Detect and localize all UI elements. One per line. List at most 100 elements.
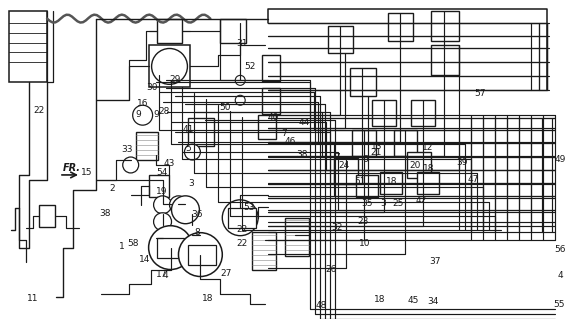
Bar [285, 218, 309, 256]
Text: 39: 39 [457, 158, 468, 167]
Text: 10: 10 [359, 239, 370, 248]
Circle shape [178, 233, 222, 276]
Text: 58: 58 [127, 239, 138, 248]
Text: 17: 17 [156, 270, 167, 279]
Circle shape [235, 76, 245, 85]
Text: 38: 38 [99, 209, 111, 218]
Text: 19: 19 [156, 187, 167, 196]
Bar [252, 232, 276, 269]
Text: 13: 13 [371, 142, 383, 151]
Text: 7: 7 [281, 129, 287, 138]
Text: 15: 15 [81, 168, 92, 177]
Text: 46: 46 [285, 137, 296, 146]
Circle shape [153, 213, 171, 231]
Circle shape [123, 157, 138, 173]
Text: 30: 30 [146, 83, 158, 92]
Text: 25: 25 [392, 198, 404, 207]
Text: 36: 36 [192, 210, 203, 219]
Text: 44: 44 [298, 118, 310, 127]
Text: 27: 27 [221, 268, 232, 278]
Bar [188, 244, 217, 265]
Bar [431, 11, 459, 41]
Text: 41: 41 [183, 125, 195, 134]
Text: 20: 20 [409, 161, 421, 170]
Text: 57: 57 [474, 89, 485, 98]
Text: 55: 55 [554, 300, 565, 309]
Text: 45: 45 [408, 296, 419, 305]
Text: 54: 54 [156, 168, 167, 177]
Text: 24: 24 [339, 161, 350, 170]
Text: 5: 5 [186, 144, 192, 153]
Bar [372, 100, 395, 126]
Bar [380, 172, 401, 194]
Text: 56: 56 [555, 245, 566, 254]
Bar [394, 130, 417, 156]
Text: 6: 6 [362, 155, 368, 164]
Bar [258, 115, 276, 139]
Text: 3: 3 [189, 180, 195, 188]
Text: 48: 48 [316, 301, 327, 310]
Text: 9: 9 [135, 110, 141, 119]
Text: 4: 4 [163, 271, 168, 280]
Bar [351, 130, 376, 156]
Bar [412, 100, 435, 126]
Circle shape [222, 200, 258, 236]
Text: FR.: FR. [63, 163, 81, 173]
Text: 28: 28 [158, 107, 170, 116]
Text: 7: 7 [334, 153, 340, 162]
Text: 52: 52 [244, 61, 256, 70]
Bar [431, 45, 459, 76]
Bar [262, 88, 280, 114]
Text: 50: 50 [219, 103, 230, 112]
Text: 12: 12 [422, 143, 434, 152]
Text: 31: 31 [236, 39, 248, 48]
Text: 1: 1 [119, 242, 125, 251]
Text: 38: 38 [296, 150, 308, 159]
Bar [328, 26, 353, 53]
Text: 22: 22 [33, 106, 45, 115]
Bar [408, 152, 431, 178]
Text: 51: 51 [354, 177, 365, 186]
Circle shape [152, 49, 188, 84]
Text: 11: 11 [27, 294, 39, 303]
Circle shape [171, 196, 199, 224]
Bar [387, 13, 413, 41]
Text: 9: 9 [153, 110, 159, 119]
Bar [149, 175, 168, 197]
Bar [417, 172, 439, 194]
Bar [188, 118, 214, 146]
Text: 22: 22 [237, 239, 248, 248]
Bar [262, 55, 280, 81]
Text: 42: 42 [415, 196, 427, 205]
Text: 2: 2 [109, 184, 115, 193]
Text: 18: 18 [202, 294, 214, 303]
Text: 21: 21 [371, 148, 382, 157]
Text: 18: 18 [423, 164, 435, 173]
Text: 49: 49 [555, 155, 566, 164]
Bar [334, 158, 358, 184]
Text: 8: 8 [195, 228, 200, 237]
Circle shape [170, 196, 188, 214]
Bar [228, 208, 256, 228]
Text: 43: 43 [164, 159, 175, 168]
Text: 29: 29 [170, 75, 181, 84]
Bar [220, 19, 246, 43]
Bar [39, 205, 55, 227]
Bar [156, 19, 182, 43]
Bar [156, 238, 185, 258]
Text: 4: 4 [558, 271, 563, 280]
Text: 33: 33 [121, 145, 133, 154]
Text: 14: 14 [138, 255, 150, 264]
Text: 3: 3 [380, 198, 386, 207]
Circle shape [185, 144, 200, 160]
Text: 53: 53 [243, 203, 255, 212]
Text: 35: 35 [361, 199, 373, 208]
Text: 16: 16 [137, 99, 148, 108]
Text: 37: 37 [429, 258, 441, 267]
Text: 22: 22 [237, 225, 248, 234]
Circle shape [235, 95, 245, 105]
Bar [356, 175, 378, 197]
Text: 34: 34 [427, 297, 438, 306]
Text: 23: 23 [358, 217, 369, 226]
Bar [135, 132, 157, 160]
